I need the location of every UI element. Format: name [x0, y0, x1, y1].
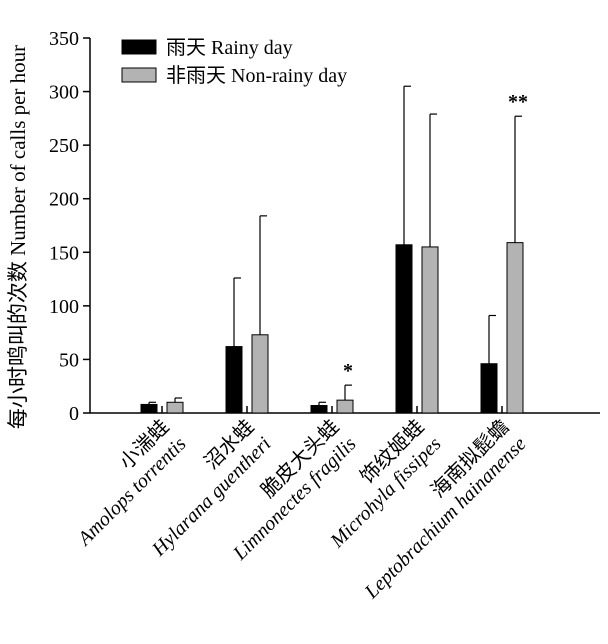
legend-label-1: 非雨天 Non-rainy day: [166, 64, 347, 87]
significance-label-2: *: [343, 360, 353, 382]
y-tick-label-3: 150: [49, 242, 79, 264]
bar-nonrainy-1: [251, 334, 269, 414]
y-axis: 0 50 100 150 200 250 300 350: [49, 28, 600, 425]
bars: ***: [140, 85, 528, 414]
bar-nonrainy-4: [506, 242, 524, 414]
legend-swatch-1: [121, 67, 157, 83]
legend-swatch-0: [121, 39, 157, 55]
y-axis-title: 每小时鸣叫的次数 Number of calls per hour: [6, 45, 30, 429]
significance-label-4: **: [508, 91, 528, 113]
legend: 雨天 Rainy day 非雨天 Non-rainy day: [121, 37, 347, 87]
legend-label-0: 雨天 Rainy day: [166, 37, 293, 59]
bar-rainy-4: [480, 363, 498, 414]
y-tick-label-4: 200: [49, 189, 79, 211]
bar-nonrainy-3: [421, 246, 439, 414]
y-tick-label-5: 250: [49, 135, 79, 157]
y-tick-label-2: 100: [49, 296, 79, 318]
bar-rainy-0: [140, 403, 158, 414]
y-tick-label-6: 300: [49, 82, 79, 104]
y-tick-label-0: 0: [69, 403, 79, 425]
bar-rainy-2: [310, 405, 328, 414]
y-tick-label-1: 50: [59, 349, 79, 371]
bar-rainy-1: [225, 346, 243, 414]
bar-nonrainy-2: [336, 399, 354, 414]
y-tick-label-7: 350: [49, 28, 79, 50]
bar-nonrainy-0: [166, 401, 184, 414]
bar-rainy-3: [395, 244, 413, 414]
